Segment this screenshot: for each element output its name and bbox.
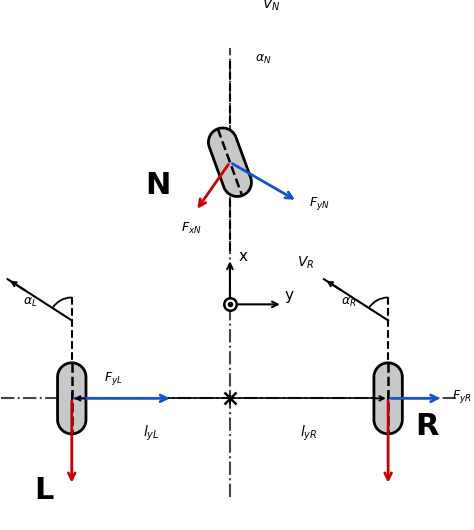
Text: R: R	[416, 412, 439, 441]
Text: $l_{yR}$: $l_{yR}$	[301, 423, 318, 443]
Text: $l_{yL}$: $l_{yL}$	[143, 423, 159, 443]
Polygon shape	[374, 363, 402, 434]
Text: $V_R$: $V_R$	[297, 254, 315, 271]
Polygon shape	[57, 363, 86, 434]
Polygon shape	[209, 128, 251, 197]
Text: $F_{yR}$: $F_{yR}$	[452, 387, 472, 404]
Text: x: x	[238, 249, 247, 264]
Text: $\alpha_R$: $\alpha_R$	[340, 296, 356, 308]
Text: $F_{yL}$: $F_{yL}$	[104, 370, 122, 387]
Text: L: L	[35, 476, 54, 505]
Text: $F_{yN}$: $F_{yN}$	[309, 195, 329, 212]
Text: y: y	[285, 288, 294, 303]
Text: $\alpha_L$: $\alpha_L$	[23, 296, 37, 308]
Text: $\alpha_N$: $\alpha_N$	[255, 52, 272, 66]
Text: N: N	[145, 171, 170, 200]
Text: $F_{xN}$: $F_{xN}$	[181, 221, 201, 236]
Text: $V_N$: $V_N$	[262, 0, 281, 13]
